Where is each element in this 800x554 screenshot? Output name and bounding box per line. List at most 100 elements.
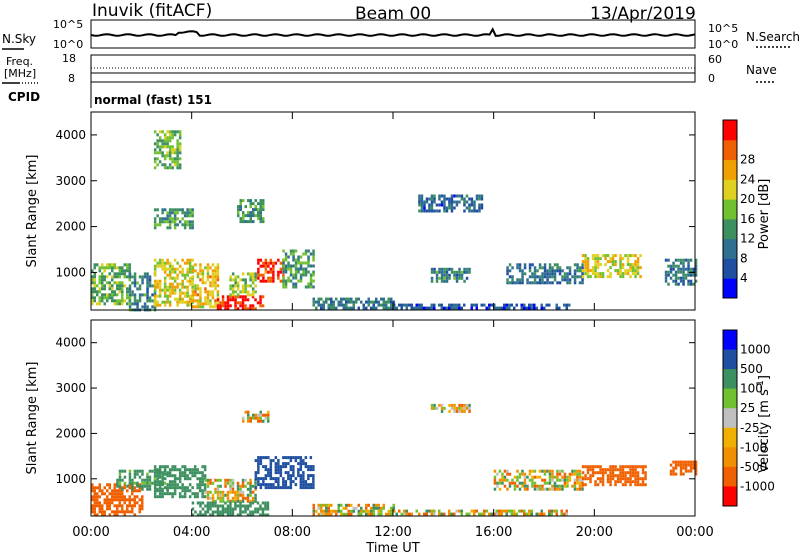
range-gate-cell <box>448 276 451 280</box>
range-gate-cell <box>677 282 680 286</box>
range-gate-cell <box>231 510 235 514</box>
range-gate-cell <box>307 477 310 481</box>
range-gate-cell <box>259 513 262 517</box>
range-gate-cell <box>191 305 195 309</box>
range-gate-cell <box>563 303 566 307</box>
range-gate-cell <box>687 273 690 277</box>
range-gate-cell <box>682 261 685 265</box>
range-gate-cell <box>304 267 308 271</box>
range-gate-cell <box>249 304 252 308</box>
range-gate-cell <box>178 480 182 484</box>
range-gate-cell <box>453 303 456 307</box>
range-gate-cell <box>242 419 245 423</box>
range-gate-cell <box>221 304 225 308</box>
range-gate-cell <box>247 413 250 417</box>
range-gate-cell <box>672 264 675 268</box>
range-gate-cell <box>133 469 137 473</box>
range-gate-cell <box>506 269 509 273</box>
range-gate-cell <box>435 209 439 213</box>
range-gate-cell <box>687 267 690 271</box>
range-gate-cell <box>528 263 532 267</box>
range-gate-cell <box>500 306 503 310</box>
range-gate-cell <box>103 275 106 279</box>
range-gate-cell <box>320 306 323 310</box>
range-gate-cell <box>644 471 647 475</box>
range-gate-cell <box>418 194 421 198</box>
range-gate-cell <box>644 477 647 481</box>
range-gate-cell <box>611 263 615 267</box>
range-gate-cell <box>377 300 380 304</box>
range-gate-cell <box>206 496 210 500</box>
range-gate-cell <box>183 495 187 499</box>
range-gate-cell <box>191 214 194 218</box>
range-gate-cell <box>211 281 215 285</box>
range-gate-cell <box>201 492 204 496</box>
range-gate-cell <box>639 254 642 258</box>
range-gate-cell <box>209 478 212 482</box>
range-gate-cell <box>93 504 96 508</box>
range-gate-cell <box>312 486 315 490</box>
colorbar-tick-label: 8 <box>740 251 748 265</box>
range-gate-cell <box>672 472 675 476</box>
range-gate-cell <box>694 469 698 473</box>
range-gate-cell <box>541 275 544 279</box>
range-gate-cell <box>214 487 217 491</box>
range-gate-cell <box>244 220 247 224</box>
range-gate-cell <box>96 486 99 490</box>
range-gate-cell <box>161 142 164 146</box>
range-gate-cell <box>136 469 139 473</box>
range-gate-cell <box>350 306 353 310</box>
range-gate-cell <box>178 136 182 140</box>
range-gate-cell <box>123 495 126 499</box>
range-gate-cell <box>259 220 262 224</box>
range-gate-cell <box>304 462 308 466</box>
range-gate-cell <box>219 478 222 482</box>
range-gate-cell <box>188 300 192 304</box>
range-gate-cell <box>103 486 106 490</box>
range-gate-cell <box>687 261 690 265</box>
range-gate-cell <box>493 303 496 307</box>
range-gate-cell <box>176 142 179 146</box>
range-gate-cell <box>350 300 353 304</box>
range-gate-cell <box>267 474 270 478</box>
noise-strip: N.Sky 10^5 10^0 10^5 10^0 N.Search <box>2 18 800 51</box>
scatter-region <box>581 465 647 487</box>
range-gate-cell <box>224 307 227 311</box>
range-gate-cell <box>259 205 262 209</box>
cpid-value: normal (fast) 151 <box>94 93 212 107</box>
range-gate-cell <box>403 303 406 307</box>
range-gate-cell <box>246 293 250 297</box>
range-gate-cell <box>443 194 446 198</box>
range-gate-cell <box>576 487 579 491</box>
range-gate-cell <box>188 483 192 487</box>
range-gate-cell <box>91 486 94 490</box>
range-gate-cell <box>249 504 252 508</box>
range-gate-cell <box>594 275 597 279</box>
range-gate-cell <box>609 465 612 469</box>
range-gate-cell <box>168 285 172 289</box>
range-gate-cell <box>93 501 96 505</box>
range-gate-cell <box>584 474 587 478</box>
range-gate-cell <box>566 484 569 488</box>
range-gate-cell <box>518 487 522 491</box>
range-gate-cell <box>262 220 265 224</box>
range-gate-cell <box>211 290 215 294</box>
range-gate-cell <box>292 252 295 256</box>
range-gate-cell <box>126 504 129 508</box>
range-gate-cell <box>171 267 174 271</box>
range-gate-cell <box>513 509 516 513</box>
range-gate-cell <box>209 302 212 306</box>
range-gate-cell <box>538 266 542 270</box>
range-gate-cell <box>108 272 111 276</box>
range-gate-cell <box>163 133 167 137</box>
range-gate-cell <box>98 495 101 499</box>
range-gate-cell <box>153 303 157 307</box>
range-gate-cell <box>533 306 536 310</box>
range-gate-cell <box>229 275 232 279</box>
range-gate-cell <box>284 285 288 289</box>
range-gate-cell <box>241 298 245 302</box>
range-gate-cell <box>541 272 544 276</box>
range-gate-cell <box>138 475 142 479</box>
range-gate-cell <box>239 301 242 305</box>
range-gate-cell <box>161 264 164 268</box>
